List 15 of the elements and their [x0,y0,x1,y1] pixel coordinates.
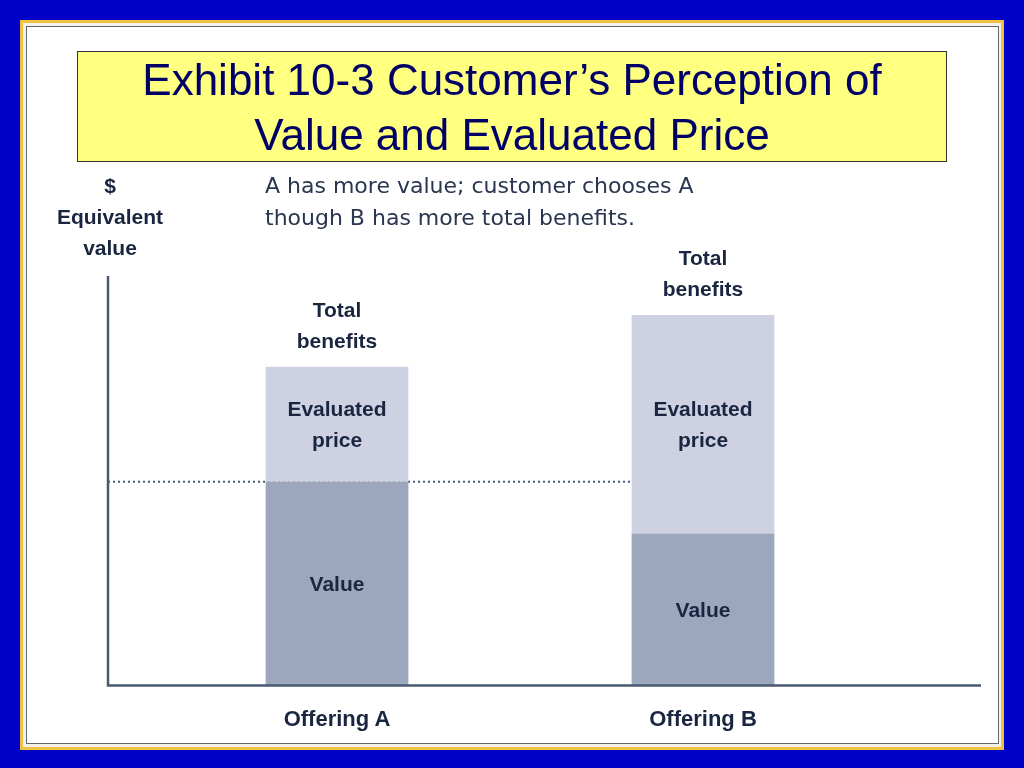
x-tick-label: Offering A [283,705,391,731]
y-axis-title: $ Equivalent value [56,173,164,261]
text: Value [309,572,365,596]
annotation: Total benefits [662,245,744,300]
x-tick-label: Offering B [649,705,757,731]
bar [265,481,409,686]
series-label: Value [674,597,732,624]
chart-title: Exhibit 10-3 Customer’s Perception of Value and Evaluated Price [141,53,883,161]
chart-subtitle: A has more value; customer chooses A though B has more total benefits. [265,172,695,232]
bar [631,533,775,686]
text: Evaluated price [653,397,753,452]
annotation: Total benefits [296,297,378,352]
bar [265,366,409,482]
series-label: Evaluated price [286,396,388,454]
bar [631,314,775,534]
